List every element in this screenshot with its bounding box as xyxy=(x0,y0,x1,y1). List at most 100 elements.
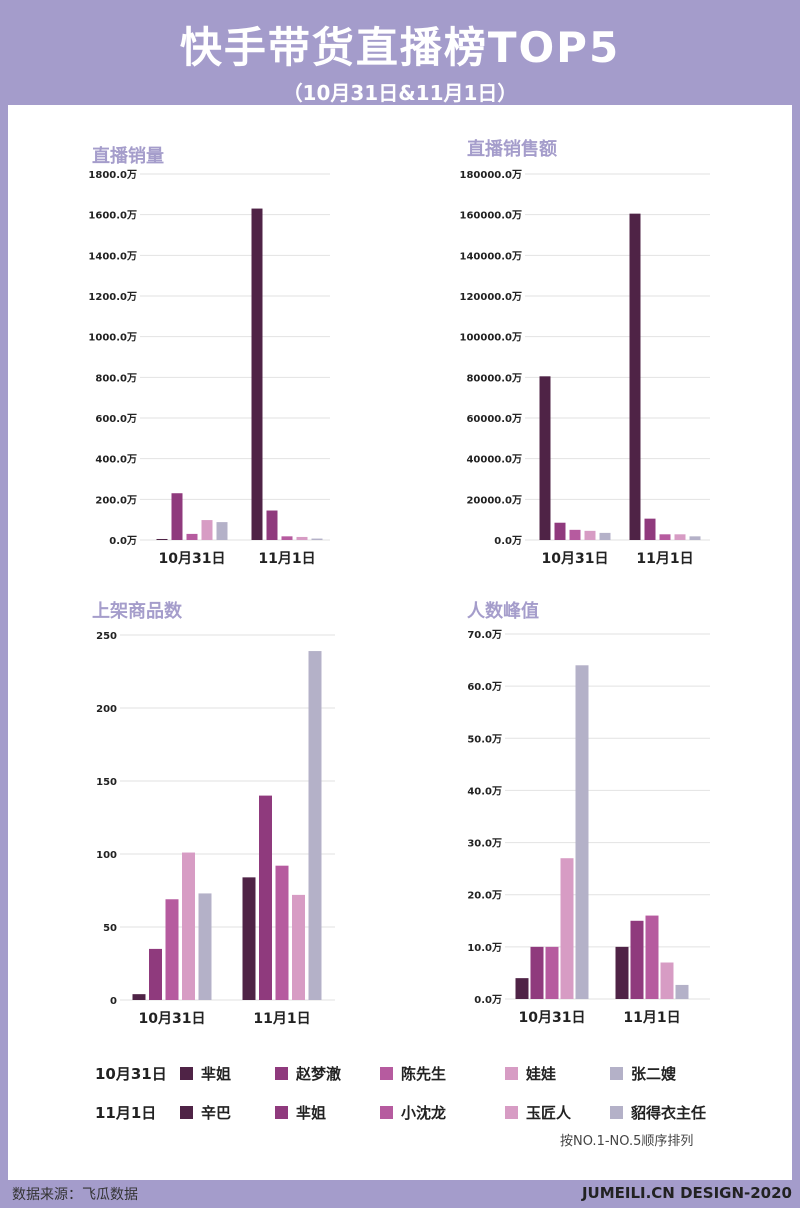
bar xyxy=(575,665,589,999)
y-tick-label: 50.0万 xyxy=(467,733,502,745)
legend-swatch xyxy=(505,1067,518,1080)
chart-title: 直播销量 xyxy=(92,145,164,167)
legend-label: 娃娃 xyxy=(526,1065,557,1083)
bar xyxy=(584,530,596,540)
legend-swatch xyxy=(180,1106,193,1119)
bar xyxy=(292,894,305,1000)
bar xyxy=(515,978,529,999)
y-tick-label: 0.0万 xyxy=(109,535,137,547)
bar xyxy=(675,984,689,999)
bar xyxy=(599,532,611,540)
bar xyxy=(149,948,162,1000)
legend-label: 赵梦澈 xyxy=(296,1065,342,1083)
y-tick-label: 800.0万 xyxy=(95,372,137,384)
bar xyxy=(266,510,278,540)
bar xyxy=(659,534,671,540)
x-tick-label: 10月31日 xyxy=(139,1011,206,1027)
legend-swatch xyxy=(275,1106,288,1119)
legend-swatch xyxy=(610,1067,623,1080)
bar xyxy=(545,946,559,999)
y-tick-label: 0.0万 xyxy=(474,994,502,1006)
bar xyxy=(259,795,272,1000)
legend-label: 芈姐 xyxy=(296,1104,327,1122)
legend-label: 小沈龙 xyxy=(401,1104,447,1122)
y-tick-label: 60000.0万 xyxy=(466,413,522,425)
bar xyxy=(156,538,168,540)
y-tick-label: 180000.0万 xyxy=(459,169,522,181)
y-tick-label: 100000.0万 xyxy=(459,332,522,344)
bar xyxy=(242,877,256,1000)
bar xyxy=(560,858,574,999)
legend-item: 芈姐 xyxy=(275,1102,326,1123)
brand: JUMEILI.CN DESIGN-2020 xyxy=(581,1184,792,1202)
bar xyxy=(186,533,198,540)
bar xyxy=(615,946,629,999)
legend-swatch xyxy=(505,1106,518,1119)
bar xyxy=(539,376,551,540)
bar xyxy=(201,520,213,540)
y-tick-label: 100 xyxy=(96,850,117,861)
legend-swatch xyxy=(610,1106,623,1119)
y-tick-label: 70.0万 xyxy=(467,629,502,641)
legend-swatch xyxy=(380,1106,393,1119)
legend-label: 玉匠人 xyxy=(526,1104,572,1122)
content-panel xyxy=(8,105,792,1180)
chart-title: 直播销售额 xyxy=(467,138,557,160)
bar xyxy=(198,893,212,1000)
page-subtitle: （10月31日&11月1日） xyxy=(282,81,518,105)
y-tick-label: 200.0万 xyxy=(95,494,137,506)
bar xyxy=(216,522,228,540)
bar xyxy=(660,962,674,999)
chart-title: 上架商品数 xyxy=(92,600,183,622)
bar xyxy=(629,213,641,540)
bar xyxy=(182,852,195,1000)
x-tick-label: 10月31日 xyxy=(159,551,226,567)
y-tick-label: 50 xyxy=(103,923,117,934)
legend-item: 小沈龙 xyxy=(380,1102,446,1123)
x-tick-label: 11月1日 xyxy=(258,551,315,567)
y-tick-label: 400.0万 xyxy=(95,454,137,466)
bar xyxy=(171,493,183,540)
legend-swatch xyxy=(275,1067,288,1080)
y-tick-label: 600.0万 xyxy=(95,413,137,425)
legend-swatch xyxy=(180,1067,193,1080)
y-tick-label: 160000.0万 xyxy=(459,210,522,222)
bar xyxy=(645,915,659,999)
bar xyxy=(251,208,263,541)
y-tick-label: 1600.0万 xyxy=(88,210,137,222)
bar xyxy=(165,899,179,1000)
y-tick-label: 1400.0万 xyxy=(88,250,137,262)
bar xyxy=(554,522,566,540)
legend-item: 芈姐 xyxy=(180,1063,231,1084)
y-tick-label: 40000.0万 xyxy=(466,454,522,466)
legend-label: 芈姐 xyxy=(201,1065,232,1083)
y-tick-label: 1800.0万 xyxy=(88,169,137,181)
y-tick-label: 200 xyxy=(96,704,117,715)
order-note: 按NO.1-NO.5顺序排列 xyxy=(560,1134,694,1149)
x-tick-label: 11月1日 xyxy=(623,1010,680,1026)
x-tick-label: 10月31日 xyxy=(542,551,609,567)
legend-label: 辛巴 xyxy=(201,1104,232,1122)
y-tick-label: 20.0万 xyxy=(467,890,502,902)
legend-item: 张二嫂 xyxy=(610,1063,676,1084)
legend-date-2: 11月1日 xyxy=(95,1104,157,1122)
y-tick-label: 0.0万 xyxy=(494,535,522,547)
legend-swatch xyxy=(380,1067,393,1080)
y-tick-label: 140000.0万 xyxy=(459,250,522,262)
y-tick-label: 60.0万 xyxy=(467,681,502,693)
y-tick-label: 80000.0万 xyxy=(466,372,522,384)
legend-item: 陈先生 xyxy=(380,1063,446,1084)
legend-label: 陈先生 xyxy=(401,1065,447,1083)
x-tick-label: 11月1日 xyxy=(636,551,693,567)
chart-title: 人数峰值 xyxy=(467,600,539,622)
x-tick-label: 11月1日 xyxy=(253,1011,310,1027)
bar xyxy=(275,865,289,1000)
data-source: 数据来源：飞瓜数据 xyxy=(12,1187,138,1203)
legend-item: 赵梦澈 xyxy=(275,1063,341,1084)
y-tick-label: 150 xyxy=(96,777,117,788)
bar xyxy=(644,518,656,540)
legend-item: 辛巴 xyxy=(180,1102,231,1123)
bar xyxy=(296,536,308,540)
bar xyxy=(630,920,644,999)
